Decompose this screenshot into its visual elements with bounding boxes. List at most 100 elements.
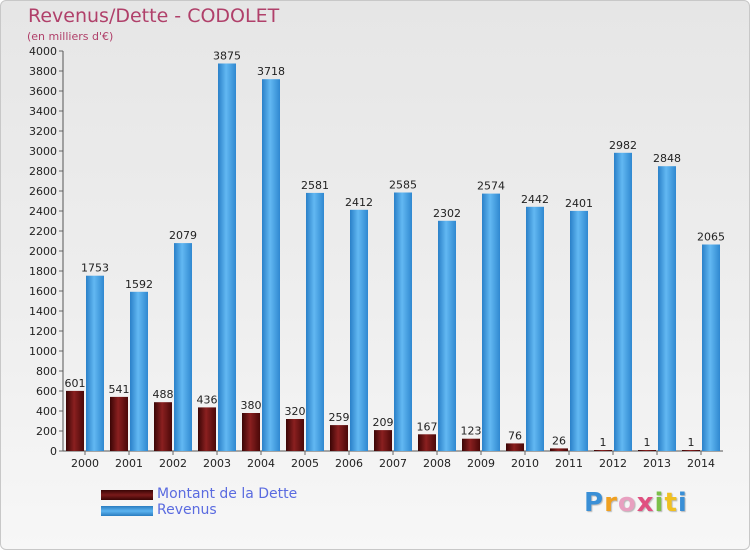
chart-title: Revenus/Dette - CODOLET [28,5,280,27]
bar-revenus [438,220,456,451]
bar-revenus [702,244,720,451]
bar-dette [594,450,612,451]
data-label-revenus: 2585 [389,179,417,192]
y-tick-label: 3200 [29,125,57,138]
bar-dette [66,390,84,451]
data-label-revenus: 2581 [301,179,329,192]
legend-label-dette: Montant de la Dette [157,486,298,502]
y-tick-label: 0 [50,445,57,458]
bar-revenus [394,192,412,451]
bar-dette [110,396,128,451]
x-tick-label: 2009 [467,457,495,470]
bar-dette [418,434,436,451]
data-label-dette: 259 [329,411,350,424]
y-tick-label: 3600 [29,85,57,98]
data-label-dette: 26 [552,434,566,447]
y-tick-label: 2600 [29,185,57,198]
bar-dette [198,407,216,451]
data-label-dette: 436 [197,393,218,406]
proxiti-logo: Proxiti [584,488,688,518]
data-label-revenus: 2982 [609,139,637,152]
x-tick-label: 2007 [379,457,407,470]
bar-dette [374,430,392,451]
data-label-revenus: 2065 [697,231,725,244]
x-tick-label: 2010 [511,457,539,470]
y-tick-label: 1400 [29,305,57,318]
data-label-dette: 209 [373,416,394,429]
data-label-dette: 167 [417,420,438,433]
y-tick-label: 2800 [29,165,57,178]
data-label-dette: 380 [241,399,262,412]
legend-swatch-dette [101,490,153,500]
data-label-revenus: 2302 [433,207,461,220]
bar-revenus [482,193,500,451]
x-tick-label: 2012 [599,457,627,470]
data-label-dette: 1 [600,436,607,449]
bar-revenus [306,192,324,451]
x-tick-label: 2004 [247,457,275,470]
y-tick-label: 2200 [29,225,57,238]
bar-dette [506,443,524,451]
x-tick-label: 2005 [291,457,319,470]
data-label-dette: 488 [153,388,174,401]
data-label-dette: 1 [688,436,695,449]
data-label-revenus: 1592 [125,278,153,291]
x-tick-label: 2011 [555,457,583,470]
bar-revenus [130,291,148,451]
y-tick-label: 3400 [29,105,57,118]
bar-revenus [614,152,632,452]
chart-subtitle: (en milliers d'€) [27,30,114,43]
x-tick-label: 2003 [203,457,231,470]
bar-revenus [526,206,544,451]
bar-revenus [262,79,280,451]
y-tick-label: 1800 [29,265,57,278]
y-tick-label: 2400 [29,205,57,218]
bar-dette [154,402,172,451]
bar-revenus [174,243,192,451]
bar-dette [242,413,260,451]
data-label-dette: 601 [65,377,86,390]
y-tick-label: 200 [36,425,57,438]
y-tick-label: 1000 [29,345,57,358]
x-tick-label: 2002 [159,457,187,470]
data-label-revenus: 2412 [345,196,373,209]
legend-swatch-revenus [101,506,153,516]
data-label-dette: 1 [644,436,651,449]
x-tick-label: 2000 [71,457,99,470]
bar-revenus [218,63,236,451]
data-label-dette: 320 [285,405,306,418]
bar-dette [286,419,304,451]
bar-dette [638,450,656,451]
bar-revenus [86,275,104,451]
data-label-revenus: 3875 [213,50,241,63]
bar-dette [330,425,348,451]
data-label-revenus: 2401 [565,197,593,210]
bar-dette [462,438,480,451]
y-tick-label: 600 [36,385,57,398]
y-tick-label: 3000 [29,145,57,158]
y-tick-label: 1600 [29,285,57,298]
data-label-revenus: 2574 [477,180,505,193]
y-tick-label: 4000 [29,45,57,58]
legend-label-revenus: Revenus [157,502,217,518]
y-tick-label: 2000 [29,245,57,258]
y-tick-label: 800 [36,365,57,378]
y-tick-label: 400 [36,405,57,418]
bar-dette [550,448,568,451]
bar-dette [682,450,700,451]
y-tick-label: 3800 [29,65,57,78]
data-label-revenus: 2848 [653,152,681,165]
bar-revenus [658,166,676,451]
x-tick-label: 2008 [423,457,451,470]
data-label-dette: 123 [461,425,482,438]
bar-revenus [350,209,368,451]
y-tick-label: 1200 [29,325,57,338]
x-tick-label: 2014 [687,457,715,470]
x-tick-label: 2006 [335,457,363,470]
bar-revenus [570,210,588,451]
x-tick-label: 2013 [643,457,671,470]
x-tick-label: 2001 [115,457,143,470]
data-label-revenus: 3718 [257,65,285,78]
